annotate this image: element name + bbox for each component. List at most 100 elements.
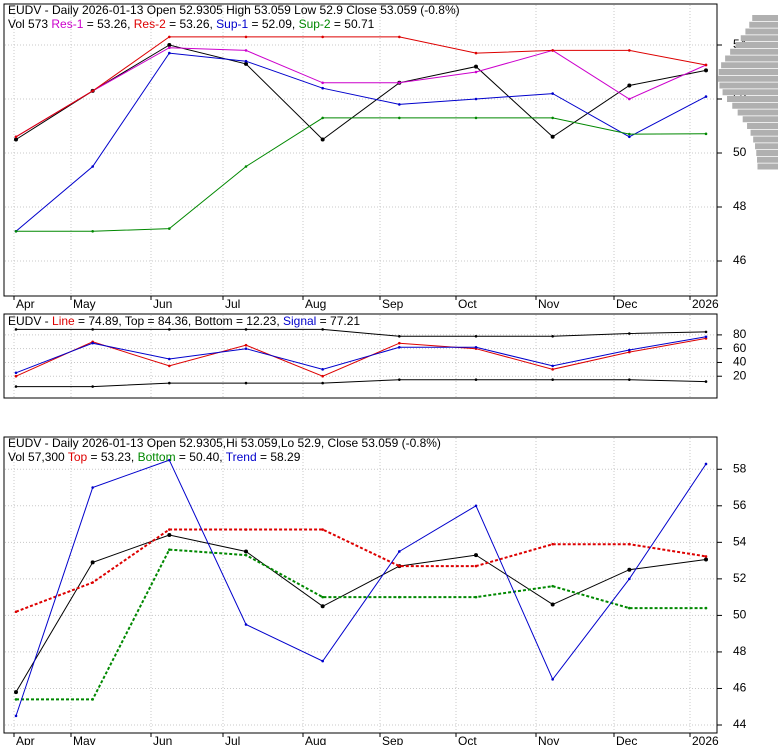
- header-desc: - Daily 2026-01-13 Open 52.9305,Hi 53.05…: [41, 436, 441, 450]
- y-tick-label: 50: [733, 145, 747, 159]
- data-point-res-2: [168, 35, 171, 39]
- x-tick-label: Aug: [305, 297, 326, 311]
- data-point-close: [627, 83, 632, 88]
- data-point-sup-1: [628, 135, 631, 139]
- data-point-sup-1: [704, 95, 708, 98]
- oscillator-point-top: [398, 334, 401, 338]
- legend-part: = 74.89,: [75, 314, 125, 328]
- trend-point-trend: [244, 623, 248, 626]
- data-point-sup-1: [474, 97, 478, 101]
- trend-panel-frame: [3, 436, 718, 734]
- trend-point-top: [628, 542, 631, 546]
- trend-point-trend: [14, 714, 18, 718]
- volume-profile-bar: [735, 42, 778, 48]
- trend-point-bottom: [551, 584, 554, 588]
- data-point-close: [167, 43, 172, 47]
- trend-point-close: [90, 560, 95, 565]
- x-tick-label: 2026: [692, 734, 719, 745]
- trend-point-top: [398, 564, 401, 568]
- oscillator-point-signal: [14, 371, 18, 375]
- volume-profile-bar: [757, 163, 778, 170]
- oscillator-point-bottom: [628, 378, 631, 381]
- data-point-res-2: [398, 35, 401, 39]
- volume-profile-bar: [750, 129, 778, 136]
- trend-point-trend: [474, 504, 478, 508]
- data-point-close: [14, 137, 18, 142]
- volume-profile-bar: [756, 150, 778, 156]
- volume-profile-bar: [719, 82, 778, 89]
- legend-part: = 50.40,: [176, 450, 226, 464]
- legend-part: Top: [125, 314, 145, 328]
- oscillator-point-bottom: [474, 378, 478, 381]
- data-point-res-2: [91, 89, 94, 93]
- trend-point-top: [91, 581, 94, 584]
- oscillator-point-line: [321, 374, 324, 378]
- data-point-sup-1: [398, 103, 401, 106]
- oscillator-point-top: [474, 334, 478, 338]
- data-point-res-2: [14, 135, 18, 139]
- oscillator-line-line: [15, 337, 707, 377]
- x-tick-label: May: [73, 297, 96, 311]
- legend-part: Bottom: [195, 314, 233, 328]
- x-tick-label: Jun: [153, 297, 172, 311]
- x-tick-label: Dec: [616, 734, 637, 745]
- trend-point-close: [704, 557, 708, 562]
- y-tick-label: 54: [733, 535, 747, 549]
- trend-point-bottom: [398, 595, 401, 599]
- x-tick-label: Jul: [225, 734, 240, 745]
- legend-part: = 53.26,: [166, 17, 216, 31]
- series-line-sup-1: [15, 52, 707, 232]
- data-point-sup-2: [628, 132, 631, 136]
- trend-point-bottom: [704, 606, 708, 610]
- oscillator-point-top: [628, 332, 631, 335]
- trend-point-close: [14, 690, 18, 695]
- oscillator-point-signal: [168, 357, 171, 361]
- oscillator-point-top: [14, 328, 18, 331]
- x-tick-label: Sep: [382, 297, 404, 311]
- y-tick-label: 48: [733, 199, 747, 213]
- trend-point-top: [168, 528, 171, 531]
- trend-point-trend: [398, 550, 401, 553]
- volume-profile-bar: [753, 136, 778, 143]
- oscillator-point-bottom: [14, 385, 18, 388]
- trend-line-bottom: [16, 548, 706, 701]
- oscillator-point-bottom: [244, 381, 248, 385]
- oscillator-line-signal: [15, 336, 707, 374]
- legend-part: = 12.23,: [233, 314, 283, 328]
- trend-point-close: [550, 602, 555, 607]
- data-point-sup-1: [91, 165, 94, 168]
- trend-point-bottom: [628, 606, 631, 610]
- legend-part: = 84.36,: [144, 314, 194, 328]
- volume-profile-bar: [749, 21, 778, 28]
- data-point-res-2: [244, 35, 248, 39]
- oscillator-point-signal: [551, 364, 554, 368]
- oscillator-point-line: [398, 341, 401, 345]
- legend-part: Trend: [226, 450, 257, 464]
- data-point-sup-1: [551, 92, 554, 95]
- oscillator-line-bottom: [16, 379, 707, 388]
- data-point-sup-2: [168, 227, 171, 230]
- trend-panel-legend: Vol 57,300 Top = 53.23, Bottom = 50.40, …: [8, 450, 301, 464]
- oscillator-point-signal: [704, 335, 708, 339]
- header-desc: - Daily 2026-01-13 Open 52.9305 High 53.…: [41, 3, 459, 17]
- volume-profile-bar: [745, 28, 778, 35]
- y-tick-label: 20: [733, 368, 747, 382]
- volume-profile-bar: [730, 48, 778, 55]
- data-point-res-1: [628, 97, 631, 101]
- oscillator-point-bottom: [398, 378, 401, 381]
- oscillator-point-bottom: [551, 378, 554, 381]
- legend-part: Vol 573: [8, 17, 51, 31]
- data-point-res-1: [398, 81, 401, 85]
- trend-point-bottom: [91, 698, 94, 701]
- legend-part: = 58.29: [257, 450, 301, 464]
- oscillator-point-signal: [398, 345, 401, 349]
- data-point-close: [704, 68, 708, 73]
- volume-profile-bar: [718, 69, 778, 75]
- trend-point-bottom: [244, 553, 248, 557]
- data-point-close: [244, 61, 248, 66]
- legend-part: Sup-2: [299, 17, 331, 31]
- volume-profile-bar: [727, 96, 778, 102]
- data-point-sup-1: [244, 59, 248, 63]
- data-point-close: [320, 137, 325, 142]
- data-point-res-1: [474, 70, 478, 74]
